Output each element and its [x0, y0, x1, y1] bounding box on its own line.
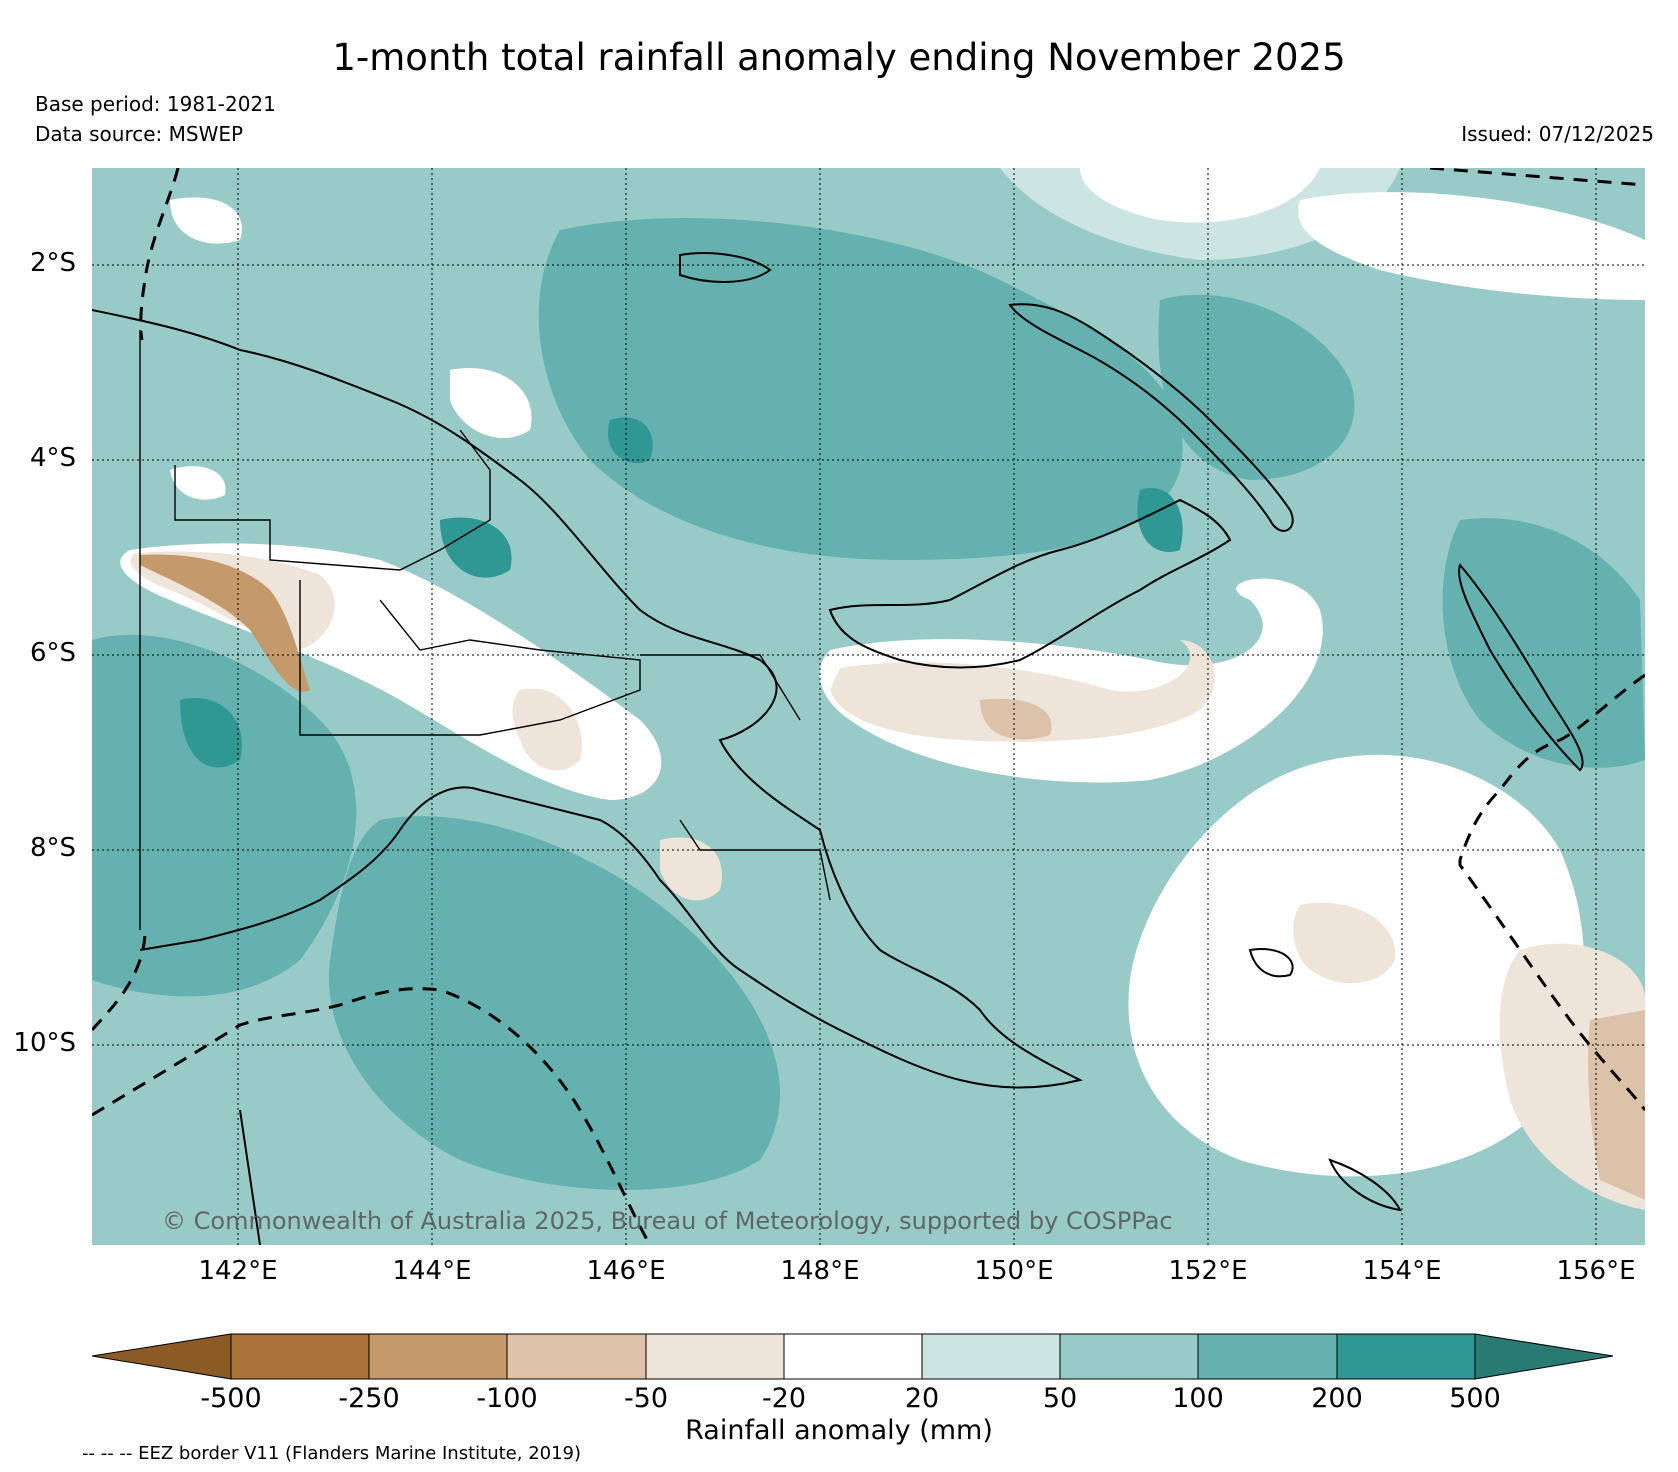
lon-label-154e: 154°E — [1362, 1256, 1442, 1286]
colorbar-over-triangle — [1474, 1333, 1614, 1380]
lon-label-152e: 152°E — [1168, 1256, 1248, 1286]
woodlark-coast — [1248, 948, 1294, 978]
dry-region-southeast — [1293, 902, 1396, 984]
dry-spot-south — [660, 837, 722, 901]
eez-north — [1429, 168, 1645, 187]
colorbar-tick: 20 — [904, 1383, 940, 1414]
lon-label-156e: 156°E — [1556, 1256, 1636, 1286]
coastlines — [92, 252, 1584, 1245]
base-period: Base period: 1981-2021 — [35, 92, 276, 116]
colorbar-tick: -250 — [338, 1383, 400, 1414]
eez-west — [139, 168, 180, 341]
teal-region-coral-sea — [328, 816, 780, 1190]
dark-teal-spot-3 — [440, 517, 512, 578]
rossel-coast — [1328, 1158, 1402, 1212]
white-spot-northwest — [170, 197, 242, 244]
dry-core-highlands — [140, 554, 310, 692]
colorbar-tick: 50 — [1042, 1383, 1078, 1414]
eez-south — [92, 987, 652, 1245]
colorbar-tick: -100 — [476, 1383, 538, 1414]
lat-label-8s: 8°S — [29, 833, 76, 863]
eez-east — [1458, 673, 1645, 1111]
colorbar-tick: -20 — [761, 1383, 807, 1414]
gridlines — [92, 168, 1645, 1245]
colorbar-bin-9 — [1337, 1334, 1475, 1379]
colorbar-under-triangle — [91, 1333, 232, 1380]
dark-teal-spot-1 — [608, 417, 653, 464]
white-region-north — [1080, 168, 1320, 223]
eez-border — [92, 168, 1645, 1245]
eez-footnote: -- -- -- EEZ border V11 (Flanders Marine… — [82, 1443, 582, 1464]
teal-region-solomons — [1442, 518, 1645, 768]
lon-label-148e: 148°E — [780, 1256, 860, 1286]
colorbar-title: Rainfall anomaly (mm) — [685, 1415, 993, 1446]
white-region-northeast — [1298, 192, 1645, 300]
new-britain-coast — [828, 498, 1232, 669]
lon-label-150e: 150°E — [974, 1256, 1054, 1286]
province-border-4 — [679, 819, 831, 901]
dry-spot-central — [512, 688, 582, 771]
white-spot-west — [170, 466, 226, 500]
colorbar-bin-5 — [784, 1334, 922, 1379]
province-borders — [139, 330, 831, 930]
teal-region-southwest — [92, 634, 357, 997]
province-border-2 — [174, 429, 491, 571]
bougainville-coast — [1458, 563, 1584, 772]
white-spot-coast — [450, 368, 532, 439]
issued-date: Issued: 07/12/2025 — [1461, 122, 1654, 146]
colorbar-bin-3 — [507, 1334, 646, 1379]
dark-teal-spot-2 — [180, 698, 242, 768]
lat-label-10s: 10°S — [13, 1028, 76, 1058]
lat-label-6s: 6°S — [29, 638, 76, 668]
colorbar-bin-6 — [922, 1334, 1060, 1379]
colorbar-bin-1 — [231, 1334, 369, 1379]
colorbar-tick: -500 — [200, 1383, 262, 1414]
copyright-text: © Commonwealth of Australia 2025, Bureau… — [162, 1207, 1173, 1235]
colorbar-tick: 100 — [1172, 1383, 1224, 1414]
province-border-3 — [640, 654, 801, 721]
dry-region-east-core — [1588, 1010, 1645, 1200]
manus-coast — [679, 252, 772, 283]
lon-label-146e: 146°E — [586, 1256, 666, 1286]
colorbar-outline — [230, 1333, 1476, 1380]
teal-region-bismarck — [1158, 294, 1355, 480]
anomaly-field — [92, 168, 1645, 1245]
colorbar-bin-7 — [1060, 1334, 1198, 1379]
colorbar-tick: 200 — [1311, 1383, 1363, 1414]
cape-york-coast — [239, 1109, 261, 1245]
colorbar-bin-8 — [1198, 1334, 1337, 1379]
colorbar-tick: 500 — [1449, 1383, 1501, 1414]
province-border-1 — [299, 580, 641, 736]
colorbar-bin-2 — [369, 1334, 507, 1379]
data-source: Data source: MSWEP — [35, 122, 244, 146]
colorbar — [91, 1333, 1614, 1380]
dry-core-new-britain — [980, 698, 1052, 740]
new-ireland-coast — [1008, 303, 1294, 532]
lon-label-144e: 144°E — [392, 1256, 472, 1286]
lon-label-142e: 142°E — [198, 1256, 278, 1286]
new-guinea-coast — [92, 309, 1083, 1089]
colorbar-bin-4 — [646, 1334, 784, 1379]
lat-label-2s: 2°S — [29, 248, 76, 278]
colorbar-tick: -50 — [623, 1383, 669, 1414]
colorbar-dividers — [368, 1334, 1338, 1379]
map-title: 1-month total rainfall anomaly ending No… — [332, 36, 1346, 79]
lat-label-4s: 4°S — [29, 443, 76, 473]
eez-southwest — [92, 929, 147, 1032]
